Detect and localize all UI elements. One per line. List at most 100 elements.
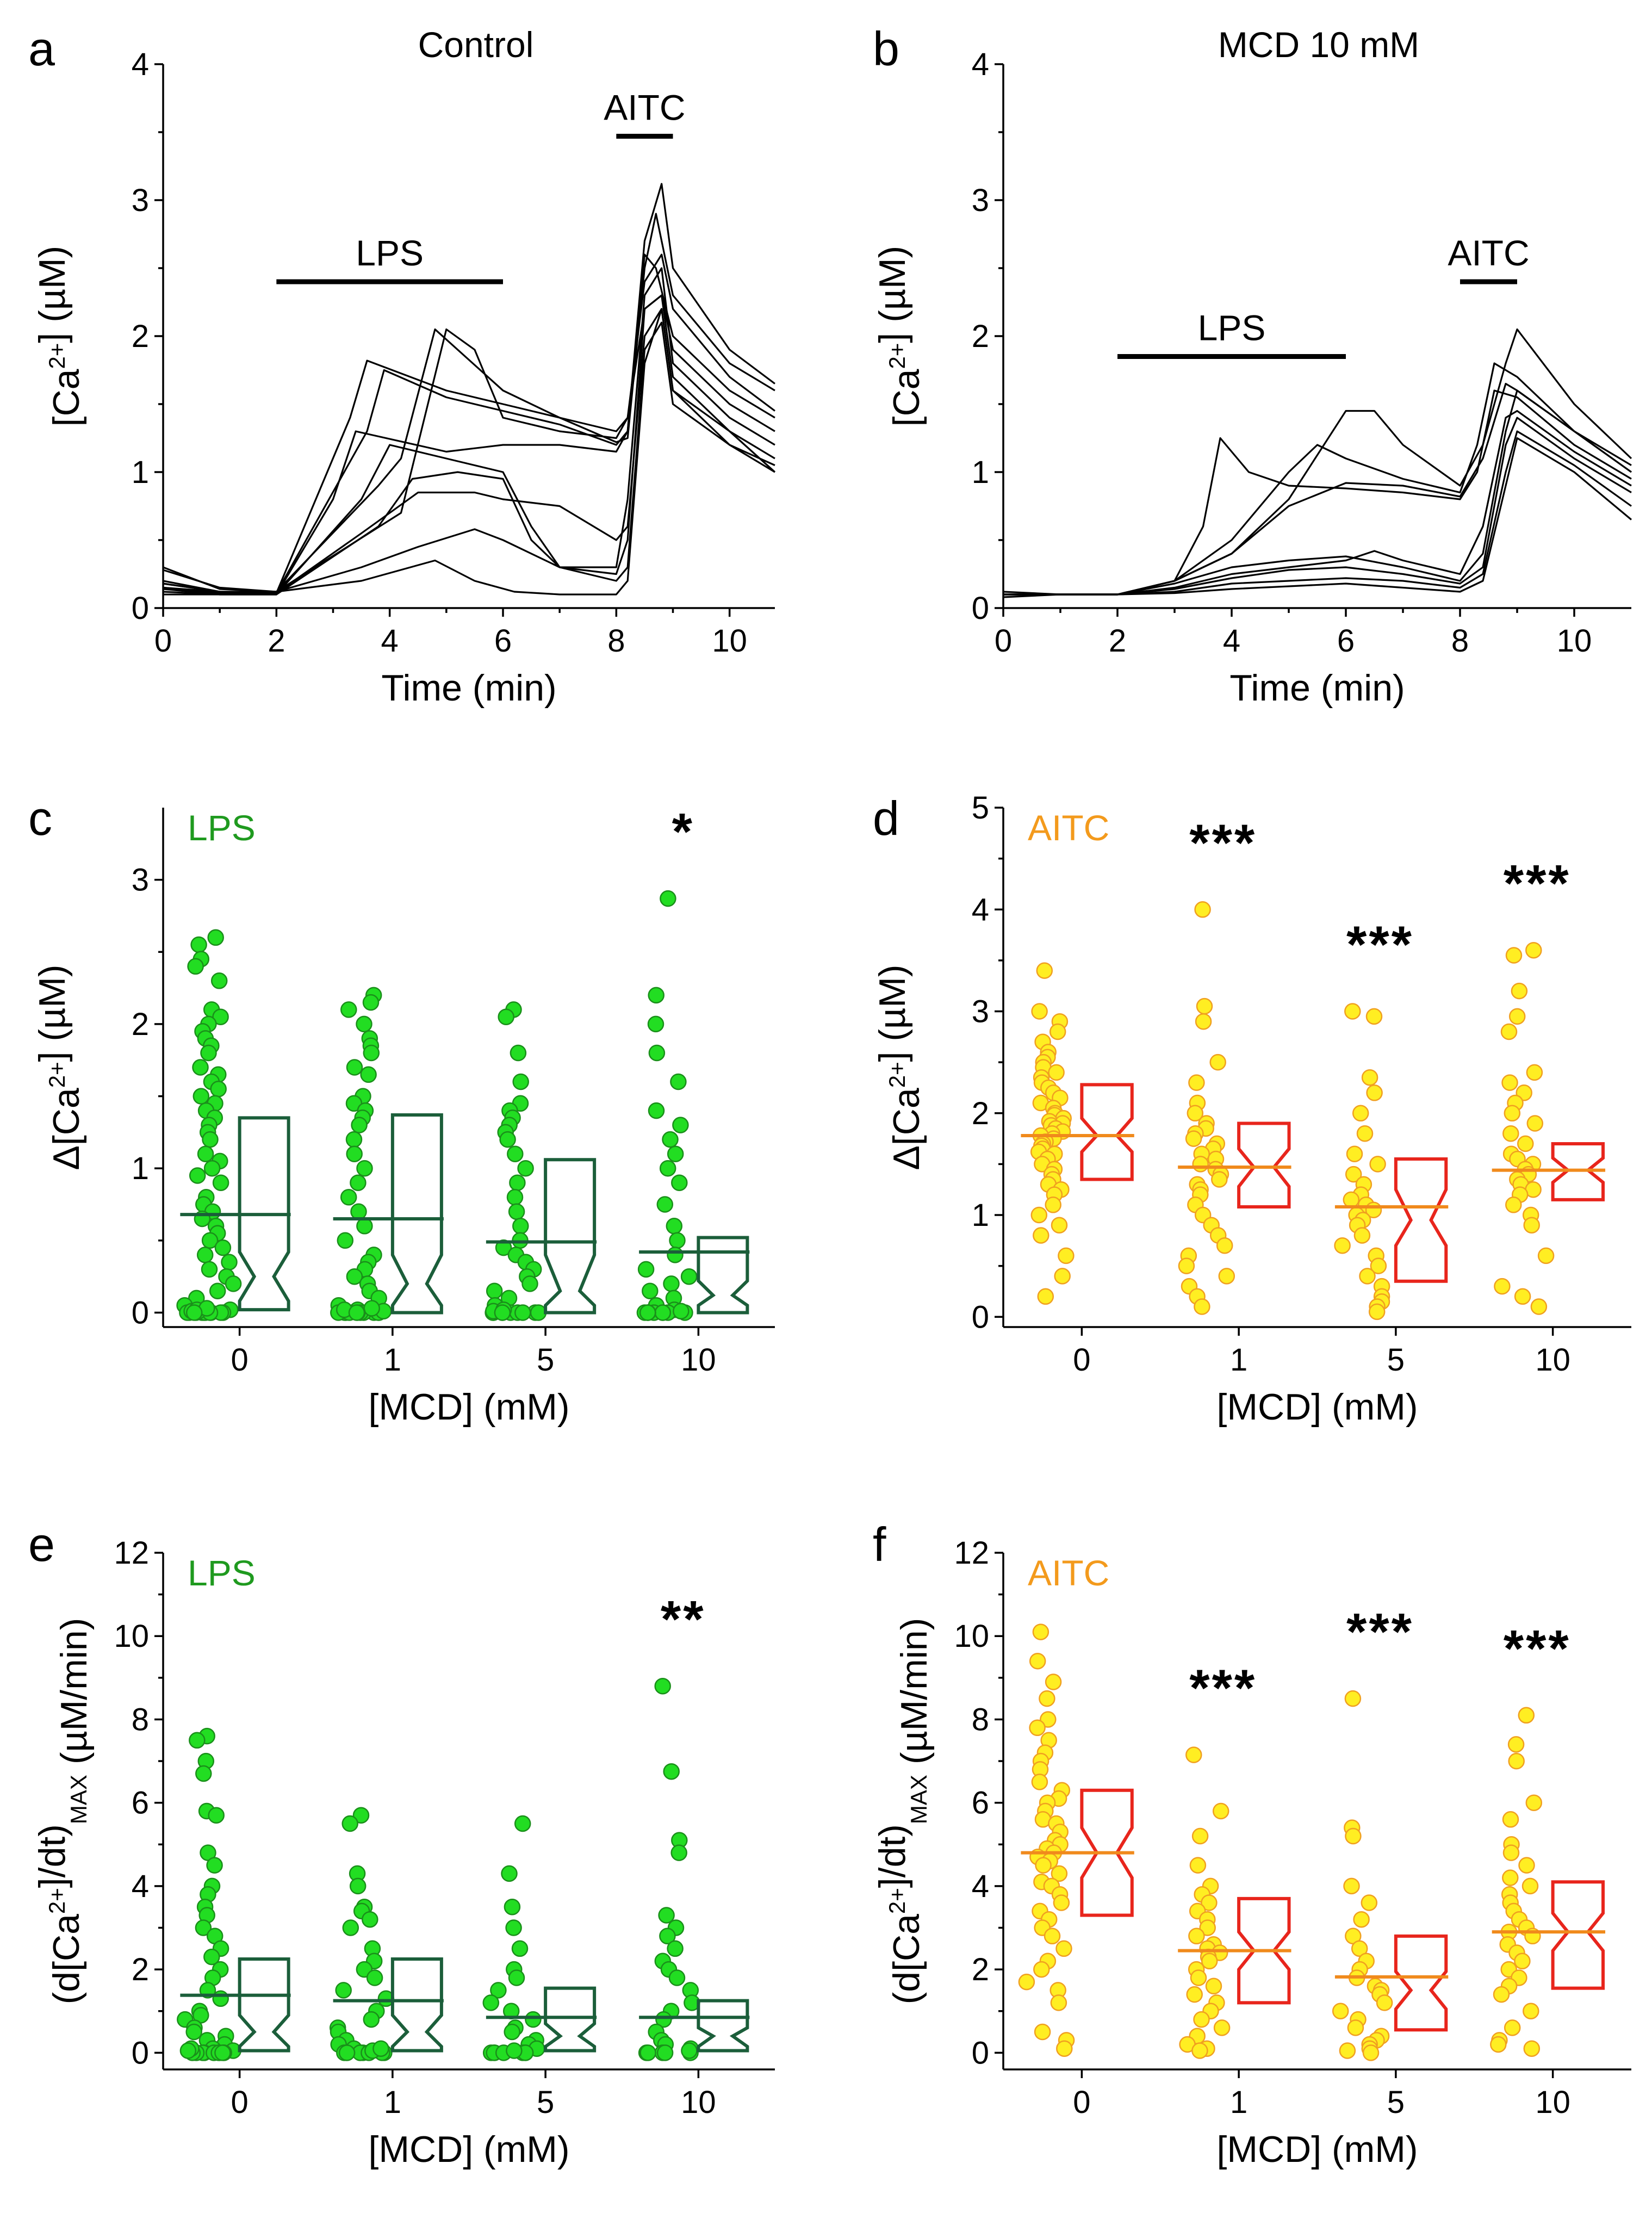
y-axis-title: [Ca2+] (µM) — [872, 246, 927, 427]
data-point — [655, 2011, 672, 2028]
data-point — [1039, 1690, 1055, 1707]
y-title-text: [Ca — [46, 369, 87, 426]
data-point — [1525, 941, 1542, 959]
data-point — [1361, 1894, 1378, 1911]
data-point — [1192, 1156, 1209, 1173]
data-point — [1044, 1927, 1061, 1945]
data-point — [1190, 1969, 1207, 1986]
data-point — [345, 1131, 363, 1148]
panel-letter: a — [28, 22, 55, 76]
data-point — [505, 1919, 522, 1936]
data-point — [508, 1203, 525, 1220]
data-point — [1334, 1237, 1351, 1254]
data-point — [659, 1927, 676, 1945]
data-point — [356, 1015, 372, 1033]
y-title-text: ] (µM) — [32, 964, 73, 1062]
category-1: *** — [1178, 814, 1291, 1315]
data-point — [506, 1189, 524, 1206]
y-tick-label: 10 — [954, 1619, 989, 1654]
data-point — [1518, 1707, 1535, 1724]
data-point — [1056, 2040, 1073, 2057]
data-point — [1345, 1166, 1362, 1183]
data-point — [1185, 1746, 1202, 1763]
data-point — [1343, 1877, 1360, 1895]
data-point — [1218, 1268, 1235, 1285]
in-plot-label: AITC — [1028, 1553, 1109, 1593]
y-tick-label: 2 — [132, 1007, 149, 1042]
data-point — [681, 2042, 698, 2059]
y-axis-title: Δ[Ca2+] (µM) — [872, 964, 927, 1170]
trace-cell-10 — [163, 308, 775, 596]
x-tick-label: 8 — [1451, 623, 1469, 659]
data-point — [1045, 1197, 1061, 1213]
category-10: *** — [1490, 1620, 1606, 2057]
x-tick-label: 5 — [537, 1342, 554, 1378]
significance-marker: *** — [1504, 1620, 1571, 1678]
data-point — [225, 1275, 242, 1292]
category-10: *** — [1492, 854, 1606, 1315]
y-tick-label: 3 — [132, 863, 149, 898]
data-point — [501, 1865, 518, 1882]
data-point — [648, 987, 664, 1004]
data-point — [1034, 2023, 1051, 2041]
data-point — [190, 936, 207, 953]
data-point — [214, 2044, 231, 2061]
y-tick-label: 4 — [972, 47, 989, 82]
x-tick-label: 6 — [1337, 623, 1355, 659]
panel-d: 0 1 2 3 4 5 0 1 5 10 [MCD] (mM) Δ[Ca2+] (µM) d AITC **… — [872, 790, 1631, 1428]
data-point — [1508, 1752, 1525, 1770]
data-point — [660, 890, 676, 907]
data-point — [1033, 1227, 1049, 1244]
data-point — [670, 1073, 687, 1090]
x-tick-label: 1 — [1230, 2085, 1247, 2120]
data-point — [1521, 1877, 1539, 1895]
data-point — [1195, 1013, 1212, 1030]
significance-marker: *** — [1504, 854, 1571, 913]
data-point — [514, 1304, 531, 1321]
trace-cell-5 — [163, 294, 775, 593]
y-tick-label: 2 — [972, 1096, 989, 1131]
data-point — [1494, 1278, 1511, 1295]
y-title-superscript: 2+ — [44, 343, 70, 369]
panel-a: 0 1 2 3 4 0 2 4 6 8 10 Time (min) [Ca2+] (µM) a Contro… — [28, 22, 776, 709]
y-title-superscript: 2+ — [44, 1888, 70, 1914]
x-tick-label: 10 — [1535, 2085, 1570, 2120]
data-point — [214, 1239, 232, 1256]
data-point — [200, 1044, 217, 1062]
data-point — [639, 2044, 656, 2061]
notched-box — [1551, 1142, 1605, 1201]
trace-cell-4 — [163, 253, 775, 593]
data-point — [1523, 2040, 1541, 2057]
data-point — [1368, 1303, 1386, 1321]
data-point — [1351, 1940, 1368, 1957]
data-point — [1194, 901, 1211, 918]
data-point — [1211, 1171, 1228, 1188]
data-point — [346, 1268, 363, 1285]
data-point — [1501, 1074, 1518, 1091]
data-point — [637, 1261, 655, 1278]
panel-letter: d — [873, 791, 899, 845]
data-point — [1037, 1288, 1054, 1305]
notched-box — [1551, 1880, 1605, 1990]
data-point — [1201, 1953, 1218, 1970]
data-point — [1036, 962, 1053, 979]
data-point — [1194, 1298, 1210, 1315]
data-point — [663, 1275, 680, 1292]
data-point — [1344, 1690, 1362, 1707]
x-tick-label: 6 — [494, 623, 512, 659]
data-point — [335, 1982, 352, 1999]
notched-box — [1080, 1788, 1134, 1917]
data-point — [189, 1167, 206, 1184]
data-point — [356, 1160, 373, 1177]
significance-marker: *** — [1346, 916, 1414, 974]
data-point — [195, 1765, 212, 1782]
data-point — [201, 1232, 219, 1249]
data-point — [192, 1059, 209, 1076]
data-point — [1032, 1623, 1049, 1640]
significance-marker: ** — [661, 1590, 706, 1648]
data-point — [1185, 1130, 1202, 1147]
y-tick-label: 6 — [132, 1786, 149, 1821]
data-point — [212, 1008, 229, 1025]
data-point — [512, 1073, 529, 1090]
category-5: *** — [1334, 916, 1449, 1321]
